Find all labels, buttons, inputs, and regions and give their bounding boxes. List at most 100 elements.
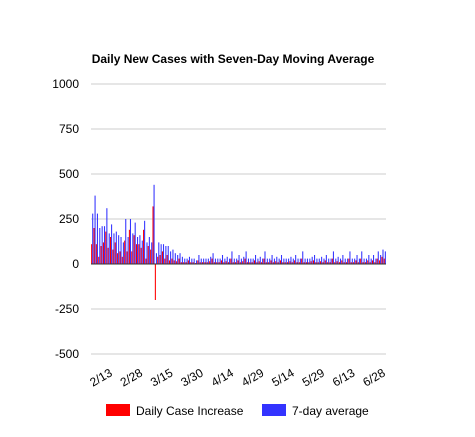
avg-bar [330,258,332,264]
avg-bar [356,255,358,264]
legend-label-daily: Daily Case Increase [136,404,244,418]
daily-bar [294,260,296,264]
daily-bar [284,262,286,264]
avg-bar [384,251,386,264]
avg-bar [134,222,136,264]
avg-bar [276,256,278,264]
chart-title: Daily New Cases with Seven-Day Moving Av… [92,52,375,66]
avg-bar [236,258,238,264]
daily-bar [100,246,102,264]
avg-bar [214,258,216,264]
avg-bar [243,256,245,264]
avg-bar [250,258,252,264]
daily-bar [185,262,187,264]
avg-bar [342,255,344,264]
daily-bar [327,262,329,264]
daily-bar [341,260,343,264]
avg-bar [221,255,224,264]
bar-layer [91,184,386,300]
avg-bar [186,258,188,264]
y-tick-label: 1000 [52,77,79,91]
avg-bar [377,251,379,264]
daily-bar [150,249,152,264]
daily-bar [199,262,201,264]
avg-bar [370,258,372,264]
avg-bar [247,258,250,264]
daily-bar [98,256,100,264]
y-tick-label: -500 [55,347,79,361]
daily-bar [263,258,265,264]
avg-bar [99,228,101,264]
daily-bar [270,260,272,264]
avg-bar [259,256,261,264]
daily-bar [143,229,145,264]
daily-bar [381,256,383,264]
y-tick-label: 0 [72,257,79,271]
avg-bar [120,237,122,264]
daily-bar [95,244,97,264]
daily-bar [360,258,362,264]
avg-bar [280,255,283,264]
avg-bar [115,231,117,264]
avg-bar [158,242,160,264]
avg-bar [349,251,351,264]
daily-bar [114,242,116,264]
daily-bar [296,262,298,264]
daily-bar [197,260,199,264]
daily-bar [192,262,194,264]
avg-bar [288,258,290,264]
daily-bar [258,261,260,264]
daily-bar [367,260,369,264]
daily-bar [374,262,376,264]
daily-bar [353,262,355,264]
daily-bar [109,237,112,264]
daily-bar [218,262,220,264]
daily-bar [171,258,173,264]
daily-bar [154,264,156,300]
x-axis: 2/13 2/28 3/15 3/30 4/14 4/29 5/14 5/29 6/13 6/28 [87,365,388,389]
y-tick-label: -250 [55,302,79,316]
avg-bar [339,258,342,264]
avg-bar [146,242,148,264]
daily-bar [371,260,374,264]
daily-bar [176,261,178,264]
daily-bar [230,258,232,264]
daily-bar [232,262,234,264]
daily-bar [131,251,133,264]
avg-bar [188,256,191,264]
avg-bar [245,251,247,264]
avg-bar [212,253,214,264]
daily-bar [355,260,357,264]
avg-bar [191,258,193,264]
avg-bar [205,258,207,264]
daily-bar [246,262,248,264]
avg-bar [167,246,169,264]
avg-bar [113,233,115,264]
avg-bar [278,258,280,264]
daily-bar [348,258,350,264]
daily-bar [225,261,227,264]
avg-bar [203,258,205,264]
avg-bar [196,260,198,264]
avg-bar [363,258,365,264]
daily-bar [383,258,385,264]
daily-bar [202,262,204,264]
daily-bar [331,258,333,264]
legend-swatch-daily [106,404,130,416]
x-tick-label: 3/15 [148,365,176,389]
avg-bar [271,255,273,264]
daily-bar [227,262,230,264]
daily-bar [310,261,312,264]
y-tick-label: 750 [59,122,79,136]
avg-bar [111,224,113,264]
avg-bar [210,256,212,264]
daily-bar [369,262,371,264]
avg-bar [297,258,299,264]
x-tick-label: 3/30 [178,365,206,389]
avg-bar [255,255,257,264]
avg-bar [160,244,162,264]
avg-bar [285,258,287,264]
daily-bar [279,260,281,264]
avg-bar [184,258,186,264]
